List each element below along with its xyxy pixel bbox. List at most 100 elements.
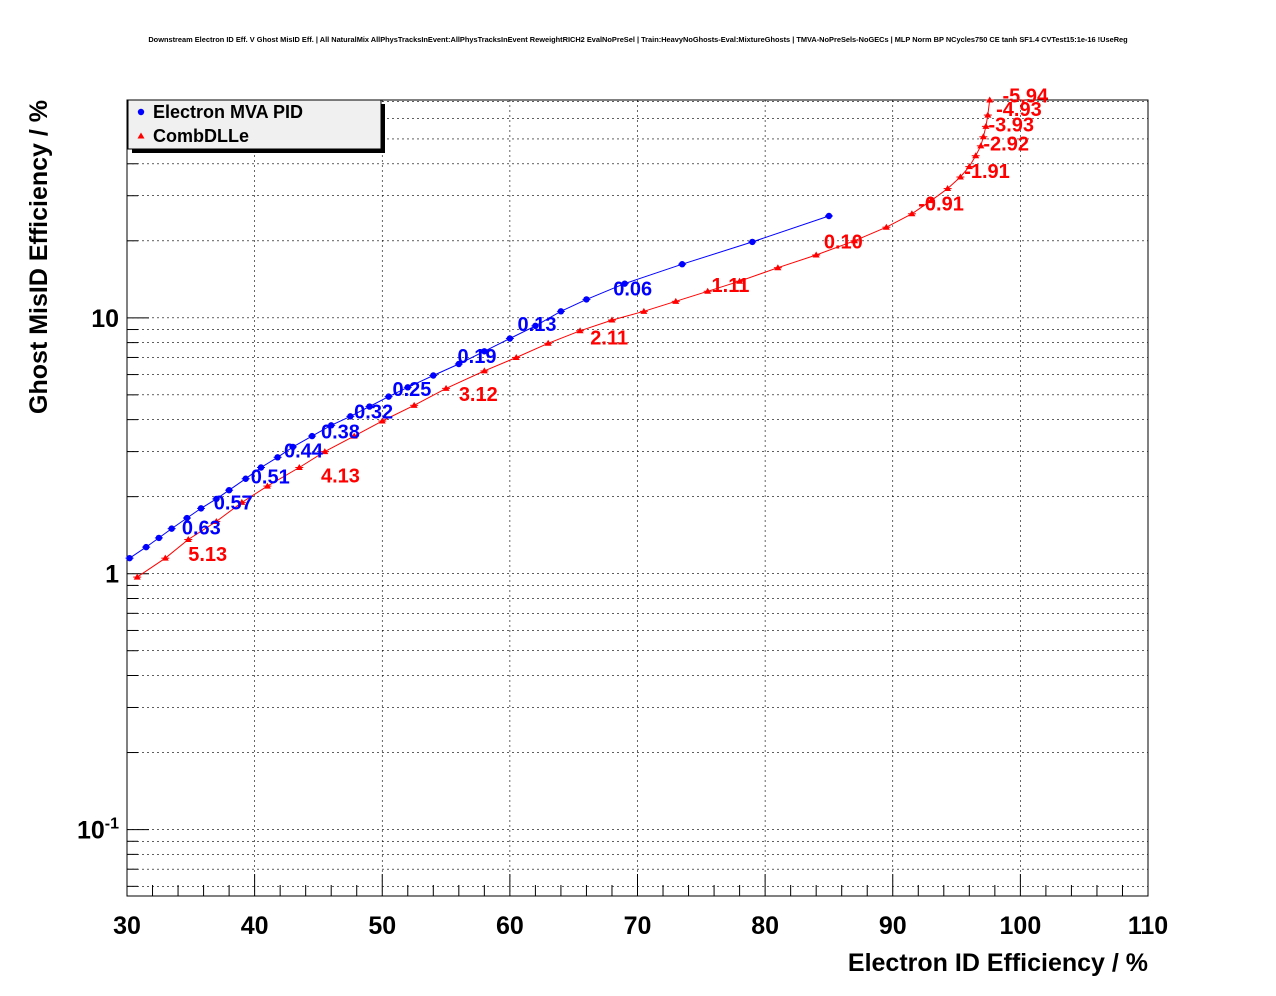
data-point (183, 514, 191, 522)
y-tick-label: 10 (91, 305, 119, 333)
data-point (825, 212, 833, 220)
x-axis-label: Electron ID Efficiency / % (848, 949, 1148, 977)
data-point (576, 327, 584, 334)
data-point (678, 261, 686, 268)
data-label: 0.63 (182, 518, 221, 540)
data-point (512, 353, 520, 360)
grid-lines (127, 100, 1148, 896)
data-point (184, 536, 192, 543)
point-labels: 0.63 0.57 0.51 0.440.380.320.25 0.19 0.13 0.06… (182, 85, 1049, 566)
data-point (410, 401, 418, 408)
data-point (328, 422, 335, 429)
x-tick-label: 90 (879, 912, 907, 940)
data-point (672, 297, 680, 304)
data-point (274, 454, 281, 461)
data-point (350, 432, 358, 439)
data-point (385, 393, 392, 400)
data-label: 2.11 (590, 328, 628, 350)
series-line (136, 99, 991, 578)
data-point (927, 197, 935, 204)
data-point (506, 335, 514, 342)
data-label: 0.38 (321, 421, 360, 443)
series-group (125, 96, 994, 580)
legend-items: Electron MVA PID CombDLLe (137, 102, 303, 146)
data-point (704, 287, 712, 294)
legend-label: Electron MVA PID (153, 102, 303, 122)
data-point (956, 173, 964, 180)
data-point (544, 339, 552, 346)
x-tick-label: 50 (368, 912, 396, 940)
y-tick-label: 10-1 (77, 816, 119, 845)
data-point (442, 384, 450, 391)
data-point (238, 498, 246, 505)
data-label: -2.92 (983, 134, 1029, 156)
y-tick-labels: 10-1 1 10 (77, 305, 119, 845)
data-point (242, 475, 249, 482)
data-point (882, 223, 890, 230)
data-label: 0.10 (824, 231, 863, 253)
y-axis-label: Ghost MisID Efficiency / % (25, 100, 53, 414)
legend-marker (137, 108, 145, 116)
data-point (986, 96, 994, 103)
legend-label: CombDLLe (153, 126, 249, 146)
data-point (321, 448, 329, 455)
data-point (295, 464, 303, 471)
data-point (749, 238, 756, 246)
x-tick-label: 40 (241, 912, 269, 940)
data-point (142, 543, 150, 551)
legend: Electron MVA PID CombDLLe (127, 99, 385, 153)
y-tick-label: 1 (105, 561, 119, 589)
data-point (850, 237, 858, 244)
x-tick-label: 60 (496, 912, 524, 940)
data-label: -1.91 (964, 161, 1010, 183)
data-point (213, 495, 220, 503)
data-point (608, 316, 616, 323)
data-point (347, 413, 354, 420)
data-label: -3.93 (988, 114, 1034, 136)
data-point (404, 384, 411, 391)
data-label: 0.51 (251, 467, 290, 489)
data-label: 0.25 (392, 379, 431, 401)
data-point (908, 210, 916, 217)
data-label: 3.12 (459, 384, 498, 406)
x-tick-label: 110 (1128, 912, 1168, 940)
data-point (736, 277, 744, 284)
data-point (257, 464, 265, 471)
data-label: 0.32 (354, 401, 393, 423)
data-point (984, 111, 992, 118)
data-point (977, 142, 985, 149)
data-point (583, 296, 590, 303)
data-point (263, 482, 271, 489)
data-point (161, 554, 169, 561)
data-point (155, 534, 163, 542)
data-point (366, 403, 373, 410)
data-point (965, 163, 973, 170)
data-point (308, 432, 316, 440)
data-point (774, 264, 782, 271)
data-label: 0.13 (518, 314, 557, 336)
data-point (378, 417, 386, 424)
data-point (979, 133, 987, 140)
data-label: 0.06 (613, 279, 652, 301)
y-tick-exponent: -1 (105, 816, 119, 833)
data-point (621, 280, 628, 287)
data-label: 4.13 (321, 466, 360, 488)
x-tick-labels: 30 40 50 60 70 80 90 100 110 (113, 912, 1168, 940)
data-point (640, 307, 648, 314)
data-label: -0.91 (918, 193, 964, 215)
data-point (430, 372, 437, 379)
data-point (982, 122, 990, 129)
data-point (944, 185, 952, 192)
data-point (197, 505, 205, 512)
axis-ticks (126, 101, 1149, 896)
legend-marker (137, 132, 145, 139)
data-point (812, 251, 820, 258)
legend-box (127, 99, 382, 150)
data-point (212, 517, 220, 524)
data-label: 0.19 (458, 346, 497, 368)
x-tick-label: 70 (624, 912, 652, 940)
x-tick-label: 80 (751, 912, 779, 940)
data-point (225, 486, 233, 494)
data-point (126, 554, 133, 562)
data-point (168, 525, 175, 532)
